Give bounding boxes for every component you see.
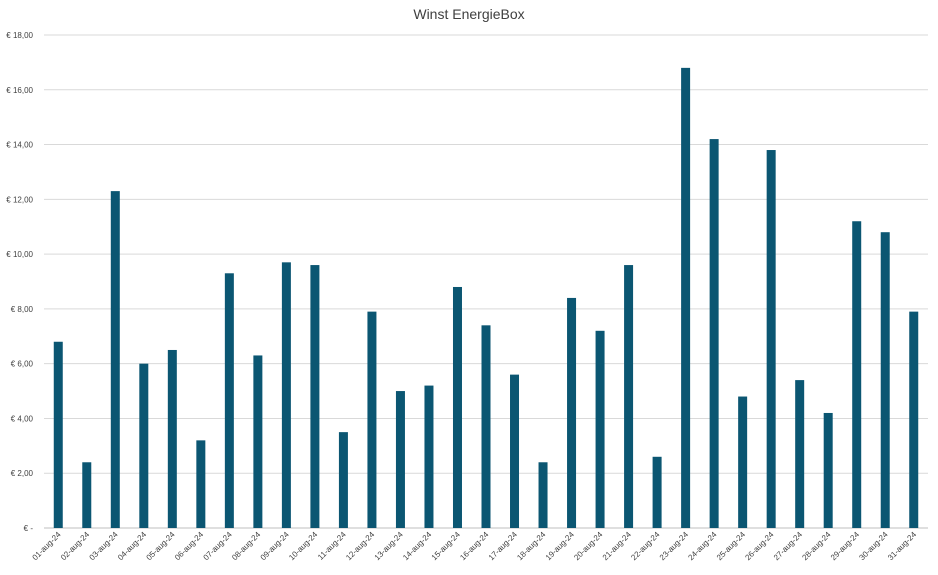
bar	[567, 297, 577, 528]
chart-title: Winst EnergieBox	[413, 6, 524, 22]
y-tick-label: € 10,00	[6, 250, 33, 259]
y-tick-label: € 2,00	[11, 469, 34, 478]
x-tick-label: 31-aug-24	[886, 530, 919, 563]
bar	[624, 265, 634, 528]
x-tick-label: 18-aug-24	[515, 530, 548, 563]
x-tick-label: 11-aug-24	[316, 530, 348, 562]
bar	[852, 221, 862, 528]
x-tick-label: 02-aug-24	[59, 530, 92, 563]
y-tick-label: € 16,00	[6, 86, 33, 95]
x-tick-label: 05-aug-24	[145, 530, 178, 563]
x-tick-label: 29-aug-24	[829, 530, 862, 563]
x-tick-label: 21-aug-24	[601, 530, 634, 563]
bar	[167, 349, 177, 528]
bar	[823, 412, 833, 528]
bar	[909, 311, 919, 528]
x-tick-label: 24-aug-24	[686, 530, 719, 563]
bar	[310, 265, 320, 528]
x-tick-label: 20-aug-24	[572, 530, 605, 563]
bar	[338, 432, 348, 528]
x-tick-label: 13-aug-24	[373, 530, 406, 563]
bar	[53, 341, 63, 528]
x-tick-label: 08-aug-24	[230, 530, 263, 563]
x-tick-label: 22-aug-24	[629, 530, 662, 563]
x-tick-label: 19-aug-24	[544, 530, 577, 563]
x-tick-label: 14-aug-24	[401, 530, 434, 563]
y-tick-label: € 18,00	[6, 31, 33, 40]
y-tick-label: € 14,00	[6, 141, 33, 150]
x-tick-label: 03-aug-24	[88, 530, 121, 563]
bar	[795, 380, 805, 528]
bar	[281, 262, 291, 528]
bar	[424, 385, 434, 528]
bar	[224, 273, 234, 528]
x-tick-label: 12-aug-24	[344, 530, 377, 563]
bar	[196, 440, 206, 528]
x-tick-label: 04-aug-24	[116, 530, 149, 563]
bar	[709, 139, 719, 529]
bar	[139, 363, 149, 528]
y-tick-label: € 12,00	[6, 195, 33, 204]
x-tick-label: 10-aug-24	[287, 530, 320, 563]
bar	[82, 462, 92, 528]
x-tick-label: 17-aug-24	[487, 530, 520, 563]
bar	[452, 286, 462, 528]
x-tick-label: 23-aug-24	[658, 530, 691, 563]
bar	[367, 311, 377, 528]
x-axis-ticks: 01-aug-2402-aug-2403-aug-2404-aug-2405-a…	[31, 530, 919, 563]
bar	[652, 456, 662, 528]
x-tick-label: 01-aug-24	[31, 530, 64, 563]
bar	[681, 67, 691, 528]
y-tick-label: € -	[24, 524, 34, 533]
x-tick-label: 25-aug-24	[715, 530, 748, 563]
bar	[395, 391, 405, 528]
bar	[510, 374, 520, 528]
y-tick-label: € 4,00	[11, 414, 34, 423]
y-axis-ticks: € - € 2,00 € 4,00 € 6,00 € 8,00 € 10,00 € 12,0…	[6, 31, 33, 533]
x-tick-label: 15-aug-24	[430, 530, 463, 563]
x-tick-label: 06-aug-24	[173, 530, 206, 563]
bars	[53, 67, 919, 529]
x-tick-label: 16-aug-24	[458, 530, 491, 563]
x-tick-label: 09-aug-24	[259, 530, 292, 563]
bar	[738, 396, 748, 528]
x-tick-label: 27-aug-24	[772, 530, 805, 563]
gridlines	[44, 34, 928, 529]
x-tick-label: 26-aug-24	[743, 530, 776, 563]
bar	[538, 462, 548, 528]
x-tick-label: 30-aug-24	[857, 530, 890, 563]
bar	[481, 325, 491, 528]
y-tick-label: € 6,00	[11, 360, 34, 369]
x-tick-label: 07-aug-24	[202, 530, 235, 563]
bar	[880, 232, 890, 528]
bar	[253, 355, 263, 528]
bar	[595, 330, 605, 528]
bar	[766, 150, 776, 529]
bar	[110, 191, 120, 528]
x-tick-label: 28-aug-24	[800, 530, 833, 563]
y-tick-label: € 8,00	[11, 305, 34, 314]
